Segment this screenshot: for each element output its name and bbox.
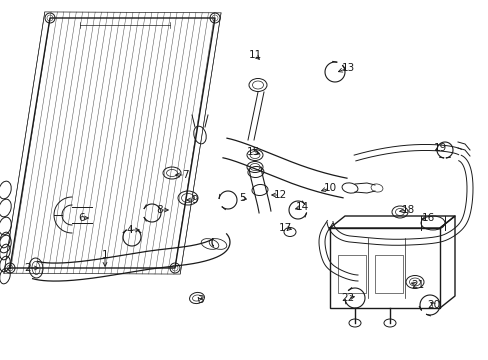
Text: 15: 15 — [246, 147, 259, 157]
Text: 5: 5 — [238, 193, 245, 203]
Text: 8: 8 — [156, 205, 163, 215]
Bar — [337, 255, 365, 293]
Text: 1: 1 — [102, 250, 108, 260]
Text: 9: 9 — [191, 195, 198, 205]
Text: 4: 4 — [126, 225, 133, 235]
Text: 13: 13 — [341, 63, 354, 73]
Text: 2: 2 — [24, 263, 31, 273]
Text: 7: 7 — [182, 170, 188, 180]
Text: 18: 18 — [401, 205, 414, 215]
Text: 21: 21 — [410, 280, 424, 290]
Text: 20: 20 — [427, 300, 440, 310]
Text: 10: 10 — [323, 183, 336, 193]
Text: 16: 16 — [421, 213, 434, 223]
Bar — [374, 255, 402, 293]
Text: 3: 3 — [196, 295, 203, 305]
Text: 11: 11 — [248, 50, 261, 60]
Text: 17: 17 — [278, 223, 291, 233]
Text: 6: 6 — [79, 213, 85, 223]
Text: 22: 22 — [341, 293, 354, 303]
Text: 12: 12 — [273, 190, 286, 200]
Text: 14: 14 — [295, 202, 308, 212]
Text: 19: 19 — [432, 143, 446, 153]
